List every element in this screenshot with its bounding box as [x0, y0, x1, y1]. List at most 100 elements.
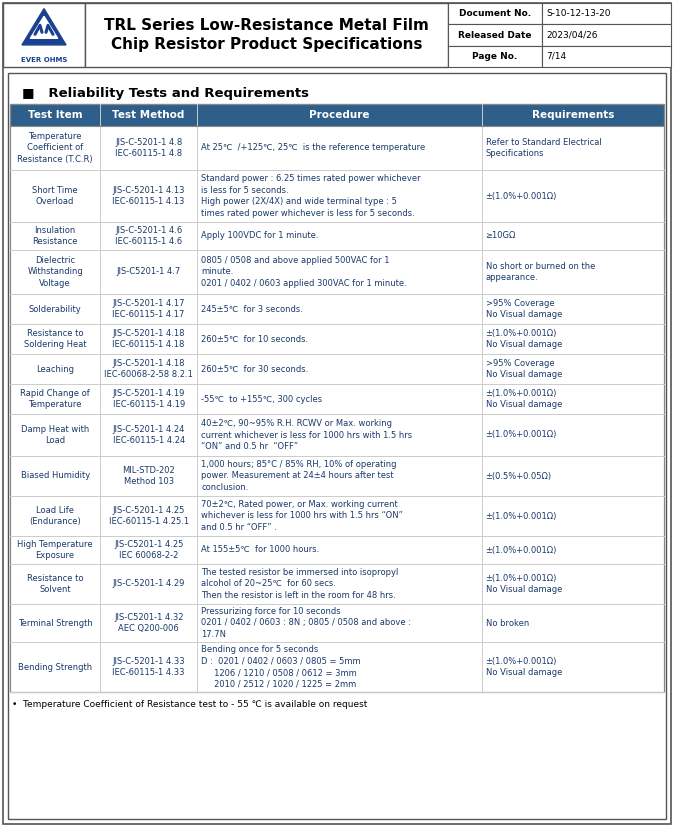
Text: Refer to Standard Electrical
Specifications: Refer to Standard Electrical Specificati… [485, 138, 601, 158]
Text: ±(1.0%+0.001Ω)
No Visual damage: ±(1.0%+0.001Ω) No Visual damage [485, 329, 562, 349]
Text: TRL Series Low-Resistance Metal Film: TRL Series Low-Resistance Metal Film [104, 17, 429, 32]
Text: JIS-C5201-1 4.25
IEC 60068-2-2: JIS-C5201-1 4.25 IEC 60068-2-2 [114, 540, 183, 560]
Bar [10, 536, 664, 564]
Text: Apply 100VDC for 1 minute.: Apply 100VDC for 1 minute. [201, 232, 319, 241]
Bar [10, 384, 664, 414]
Text: ≥10GΩ: ≥10GΩ [485, 232, 516, 241]
Text: Rapid Change of
Temperature: Rapid Change of Temperature [20, 389, 90, 409]
Text: ±(1.0%+0.001Ω): ±(1.0%+0.001Ω) [485, 431, 557, 439]
Text: High Temperature
Exposure: High Temperature Exposure [18, 540, 93, 560]
Text: Temperature
Coefficient of
Resistance (T.C.R): Temperature Coefficient of Resistance (T… [18, 132, 93, 164]
Bar [10, 126, 664, 170]
Text: ±(1.0%+0.001Ω)
No Visual damage: ±(1.0%+0.001Ω) No Visual damage [485, 574, 562, 595]
Bar [10, 354, 664, 384]
Text: Leaching: Leaching [36, 365, 74, 374]
Text: Damp Heat with
Load: Damp Heat with Load [21, 425, 89, 445]
Bar [542, 24, 671, 45]
Text: 260±5℃  for 10 seconds.: 260±5℃ for 10 seconds. [201, 334, 308, 343]
Bar [10, 104, 664, 126]
Text: JIS-C-5201-1 4.25
IEC-60115-1 4.25.1: JIS-C-5201-1 4.25 IEC-60115-1 4.25.1 [109, 506, 189, 526]
Text: >95% Coverage
No Visual damage: >95% Coverage No Visual damage [485, 299, 562, 319]
Text: 1,000 hours; 85°C / 85% RH, 10% of operating
power. Measurement at 24±4 hours af: 1,000 hours; 85°C / 85% RH, 10% of opera… [201, 460, 396, 492]
Bar [10, 222, 664, 250]
Text: Pressurizing force for 10 seconds
0201 / 0402 / 0603 : 8N ; 0805 / 0508 and abov: Pressurizing force for 10 seconds 0201 /… [201, 607, 411, 639]
Text: Dielectric
Withstanding
Voltage: Dielectric Withstanding Voltage [27, 256, 83, 288]
Text: 40±2℃, 90~95% R.H. RCWV or Max. working
current whichever is less for 1000 hrs w: 40±2℃, 90~95% R.H. RCWV or Max. working … [201, 419, 412, 451]
Text: JIS-C-5201-1 4.17
IEC-60115-1 4.17: JIS-C-5201-1 4.17 IEC-60115-1 4.17 [113, 299, 185, 319]
Polygon shape [30, 17, 58, 38]
Text: 0805 / 0508 and above applied 500VAC for 1
minute.
0201 / 0402 / 0603 applied 30: 0805 / 0508 and above applied 500VAC for… [201, 256, 407, 288]
Text: S-10-12-13-20: S-10-12-13-20 [546, 9, 611, 18]
Text: Resistance to
Soldering Heat: Resistance to Soldering Heat [24, 329, 86, 349]
Bar [10, 104, 664, 692]
Bar [10, 250, 664, 294]
Text: 245±5℃  for 3 seconds.: 245±5℃ for 3 seconds. [201, 304, 303, 313]
Text: 70±2℃, Rated power, or Max. working current
whichever is less for 1000 hrs with : 70±2℃, Rated power, or Max. working curr… [201, 500, 403, 532]
Text: The tested resistor be immersed into isopropyl
alcohol of 20~25℃  for 60 secs.
T: The tested resistor be immersed into iso… [201, 568, 398, 600]
Text: JIS-C-5201-1 4.33
IEC-60115-1 4.33: JIS-C-5201-1 4.33 IEC-60115-1 4.33 [113, 657, 185, 677]
Bar [542, 3, 671, 24]
Text: 260±5℃  for 30 seconds.: 260±5℃ for 30 seconds. [201, 365, 308, 374]
Bar [448, 45, 542, 67]
Text: JIS-C-5201-1 4.13
IEC-60115-1 4.13: JIS-C-5201-1 4.13 IEC-60115-1 4.13 [113, 186, 185, 206]
Text: ±(1.0%+0.001Ω): ±(1.0%+0.001Ω) [485, 512, 557, 520]
Bar [85, 3, 448, 67]
Text: Insulation
Resistance: Insulation Resistance [32, 226, 78, 246]
Text: Load Life
(Endurance): Load Life (Endurance) [29, 506, 81, 526]
Bar [10, 456, 664, 496]
Text: EVER OHMS: EVER OHMS [21, 57, 67, 63]
Text: Test Item: Test Item [28, 110, 82, 120]
Text: 2023/04/26: 2023/04/26 [546, 31, 597, 40]
Text: ±(1.0%+0.001Ω)
No Visual damage: ±(1.0%+0.001Ω) No Visual damage [485, 657, 562, 677]
Text: Procedure: Procedure [309, 110, 369, 120]
Text: Standard power : 6.25 times rated power whichever
is less for 5 seconds.
High po: Standard power : 6.25 times rated power … [201, 174, 421, 218]
Text: Chip Resistor Product Specifications: Chip Resistor Product Specifications [111, 37, 422, 52]
Polygon shape [22, 8, 66, 45]
Text: ±(0.5%+0.05Ω): ±(0.5%+0.05Ω) [485, 471, 551, 480]
Text: 7/14: 7/14 [546, 52, 566, 61]
Text: JIS-C-5201-1 4.18
IEC-60115-1 4.18: JIS-C-5201-1 4.18 IEC-60115-1 4.18 [113, 329, 185, 349]
Text: ±(1.0%+0.001Ω): ±(1.0%+0.001Ω) [485, 546, 557, 554]
Text: ■   Reliability Tests and Requirements: ■ Reliability Tests and Requirements [22, 87, 309, 99]
Text: Page No.: Page No. [472, 52, 518, 61]
Bar [10, 324, 664, 354]
Bar [542, 45, 671, 67]
Text: Terminal Strength: Terminal Strength [18, 619, 92, 628]
Text: At 155±5℃  for 1000 hours.: At 155±5℃ for 1000 hours. [201, 546, 319, 554]
Text: Biased Humidity: Biased Humidity [20, 471, 90, 480]
Text: JIS-C-5201-1 4.19
IEC-60115-1 4.19: JIS-C-5201-1 4.19 IEC-60115-1 4.19 [113, 389, 185, 409]
Text: JIS-C-5201-1 4.24
IEC-60115-1 4.24: JIS-C-5201-1 4.24 IEC-60115-1 4.24 [113, 425, 185, 445]
Bar [448, 3, 542, 24]
Text: JIS-C5201-1 4.32
AEC Q200-006: JIS-C5201-1 4.32 AEC Q200-006 [114, 613, 183, 633]
Text: Document No.: Document No. [459, 9, 531, 18]
Bar [10, 496, 664, 536]
Text: Resistance to
Solvent: Resistance to Solvent [27, 574, 84, 595]
Bar [10, 170, 664, 222]
Text: No broken: No broken [485, 619, 529, 628]
Text: ±(1.0%+0.001Ω): ±(1.0%+0.001Ω) [485, 192, 557, 200]
Bar [10, 604, 664, 642]
Bar [10, 642, 664, 692]
Text: JIS-C-5201-1 4.6
IEC-60115-1 4.6: JIS-C-5201-1 4.6 IEC-60115-1 4.6 [115, 226, 182, 246]
Text: Test Method: Test Method [113, 110, 185, 120]
Text: JIS-C-5201-1 4.29: JIS-C-5201-1 4.29 [113, 580, 185, 589]
Text: •  Temperature Coefficient of Resistance test to - 55 ℃ is available on request: • Temperature Coefficient of Resistance … [12, 700, 367, 709]
Bar [3, 3, 85, 67]
Text: Bending Strength: Bending Strength [18, 662, 92, 672]
Text: Solderability: Solderability [29, 304, 82, 313]
Bar [10, 414, 664, 456]
Text: -55℃  to +155℃, 300 cycles: -55℃ to +155℃, 300 cycles [201, 394, 322, 404]
Bar [10, 564, 664, 604]
Text: ±(1.0%+0.001Ω)
No Visual damage: ±(1.0%+0.001Ω) No Visual damage [485, 389, 562, 409]
Text: At 25℃  /+125℃, 25℃  is the reference temperature: At 25℃ /+125℃, 25℃ is the reference temp… [201, 144, 425, 152]
Text: Short Time
Overload: Short Time Overload [32, 186, 78, 206]
Text: MIL-STD-202
Method 103: MIL-STD-202 Method 103 [122, 466, 175, 486]
Text: Requirements: Requirements [532, 110, 614, 120]
Text: Released Date: Released Date [458, 31, 532, 40]
Text: JIS-C-5201-1 4.18
IEC-60068-2-58 8.2.1: JIS-C-5201-1 4.18 IEC-60068-2-58 8.2.1 [104, 359, 193, 380]
Bar [10, 294, 664, 324]
Text: Bending once for 5 seconds
D :  0201 / 0402 / 0603 / 0805 = 5mm
     1206 / 1210: Bending once for 5 seconds D : 0201 / 04… [201, 645, 361, 689]
Text: JIS-C5201-1 4.7: JIS-C5201-1 4.7 [117, 267, 181, 276]
Text: JIS-C-5201-1 4.8
IEC-60115-1 4.8: JIS-C-5201-1 4.8 IEC-60115-1 4.8 [115, 138, 182, 158]
Bar [448, 24, 542, 45]
